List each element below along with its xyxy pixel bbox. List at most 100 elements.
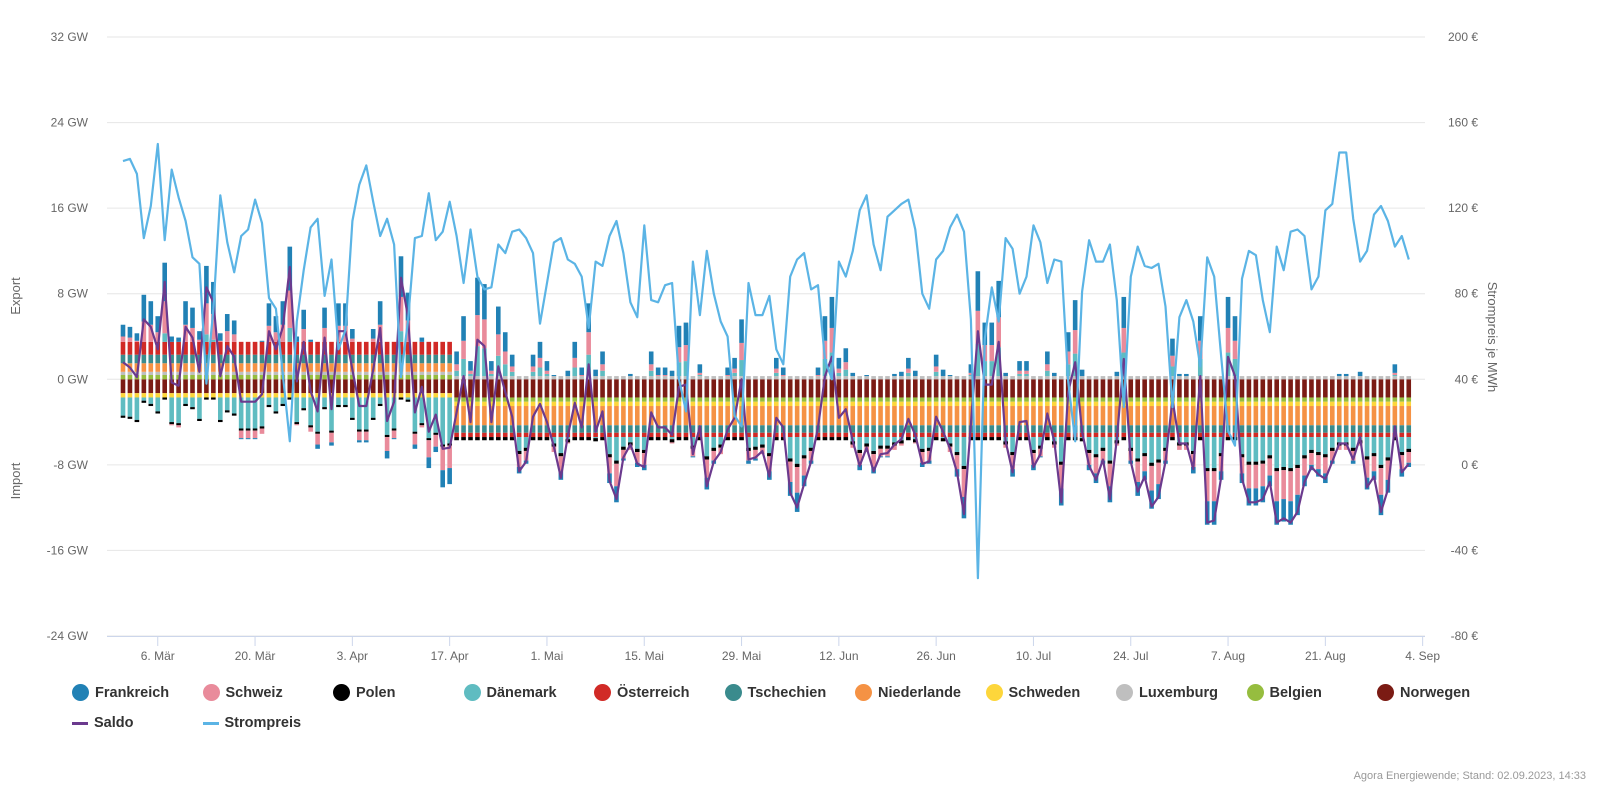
bar-belgien (774, 397, 779, 402)
bar-schweden (718, 401, 723, 407)
bar-polen (544, 437, 550, 441)
legend-item-frankreich[interactable]: Frankreich (72, 684, 169, 701)
bar-dänemark (155, 397, 161, 412)
bar-belgien (850, 397, 856, 402)
bar-tschechien (1010, 425, 1015, 433)
bar-österreich (857, 432, 862, 438)
bar-norwegen (933, 379, 939, 398)
bar-schweiz (767, 456, 772, 472)
bar-österreich (141, 341, 147, 355)
bar-schweden (162, 393, 167, 398)
bar-frankreich (794, 492, 800, 512)
bar-dänemark (468, 373, 473, 377)
bar-tschechien (370, 354, 376, 364)
bar-schweden (746, 401, 751, 407)
bar-niederlande (384, 363, 390, 372)
bar-belgien (440, 375, 445, 380)
bar-niederlande (1017, 406, 1022, 426)
bar-frankreich (475, 277, 480, 316)
bar-tschechien (635, 425, 640, 433)
bar-norwegen (224, 379, 230, 394)
bar-österreich (892, 432, 897, 438)
bar-frankreich (1336, 373, 1342, 377)
bar-niederlande (1079, 406, 1085, 426)
legend-item-tschechien[interactable]: Tschechien (724, 684, 826, 701)
bar-belgien (454, 397, 459, 402)
bar-dänemark (176, 397, 181, 424)
bar-polen (676, 437, 682, 441)
bar-österreich (183, 341, 188, 355)
bar-frankreich (732, 357, 737, 369)
bar-tschechien (190, 354, 195, 364)
bar-schweden (155, 393, 161, 398)
bar-tschechien (933, 425, 939, 433)
bar-norwegen (523, 379, 529, 398)
bar-luxemburg (919, 376, 925, 380)
bar-schweden (1295, 401, 1300, 407)
legend-item-österreich[interactable]: Österreich (594, 684, 690, 701)
legend-item-schweden[interactable]: Schweden (985, 684, 1080, 701)
bar-schweden (183, 393, 188, 398)
bar-niederlande (892, 406, 897, 426)
legend-item-strompreis[interactable]: Strompreis (202, 715, 301, 731)
bar-österreich (767, 432, 772, 438)
bar-polen (231, 413, 237, 416)
bar-frankreich (906, 357, 911, 369)
bar-polen (975, 437, 981, 441)
legend-item-luxemburg[interactable]: Luxemburg (1116, 684, 1218, 701)
bar-norwegen (447, 379, 452, 394)
bar-frankreich (996, 280, 1001, 318)
bar-schweiz (621, 449, 626, 459)
bar-luxemburg (899, 376, 904, 380)
bar-niederlande (1246, 406, 1252, 426)
bar-belgien (1378, 397, 1384, 402)
bar-belgien (1406, 397, 1412, 402)
legend-item-belgien[interactable]: Belgien (1246, 684, 1322, 701)
legend-item-niederlande[interactable]: Niederlande (855, 684, 961, 701)
bar-polen (502, 437, 508, 441)
bar-polen (968, 437, 974, 441)
bar-luxemburg (1114, 376, 1120, 380)
legend-marker-icon (202, 684, 220, 701)
bar-norwegen (294, 379, 300, 394)
legend-item-dänemark[interactable]: Dänemark (463, 684, 557, 701)
bar-tschechien (329, 354, 334, 364)
bar-österreich (1364, 432, 1370, 438)
legend-item-saldo[interactable]: Saldo (72, 715, 133, 731)
bar-luxemburg (1107, 376, 1113, 380)
bar-schweiz (1142, 456, 1147, 472)
bar-frankreich (899, 371, 904, 377)
bar-schweden (919, 401, 925, 407)
bar-luxemburg (440, 371, 445, 376)
bar-norwegen (801, 379, 807, 398)
bar-niederlande (913, 406, 918, 426)
legend-item-polen[interactable]: Polen (333, 684, 395, 701)
bar-norwegen (1024, 379, 1029, 398)
bar-dänemark (697, 375, 703, 377)
legend-item-schweiz[interactable]: Schweiz (202, 684, 283, 701)
bar-belgien (1184, 397, 1189, 402)
bar-belgien (648, 397, 654, 402)
bar-dänemark (857, 437, 862, 450)
bar-polen (947, 443, 953, 447)
bar-österreich (454, 432, 459, 438)
legend-item-norwegen[interactable]: Norwegen (1377, 684, 1470, 701)
bar-polen (176, 423, 181, 426)
bar-dänemark (218, 397, 223, 420)
bar-schweiz (1177, 445, 1182, 450)
bar-dänemark (350, 397, 355, 418)
bar-belgien (787, 397, 793, 402)
bar-schweiz (794, 466, 800, 493)
bar-dänemark (739, 360, 744, 377)
bar-dänemark (1204, 437, 1210, 469)
bar-belgien (301, 375, 306, 380)
bar-tschechien (1197, 425, 1203, 433)
bar-luxemburg (1385, 376, 1391, 380)
bar-niederlande (1128, 406, 1134, 426)
bar-belgien (718, 397, 723, 402)
bar-polen (405, 399, 411, 402)
bar-niederlande (1253, 406, 1259, 426)
bar-tschechien (739, 425, 744, 433)
bar-frankreich (224, 314, 230, 332)
bar-schweden (822, 401, 828, 407)
